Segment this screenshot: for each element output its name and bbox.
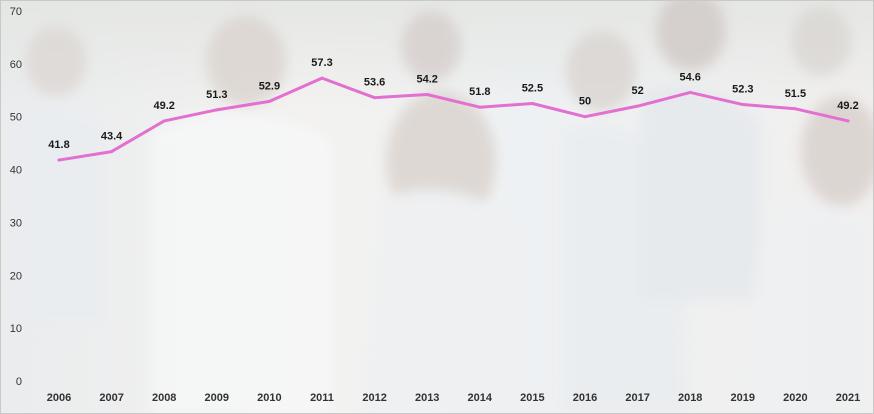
x-tick-label: 2019: [731, 392, 755, 404]
y-tick-label: 10: [10, 323, 22, 335]
data-label: 51.3: [206, 89, 227, 101]
x-tick-label: 2007: [99, 392, 123, 404]
data-point: [110, 150, 114, 154]
y-tick-label: 60: [10, 59, 22, 71]
x-tick-label: 2012: [362, 392, 386, 404]
series-layer: [57, 76, 850, 162]
x-tick-label: 2014: [468, 392, 493, 404]
data-point: [688, 90, 692, 94]
x-tick-label: 2017: [625, 392, 649, 404]
data-label: 53.6: [364, 77, 385, 89]
data-label: 54.6: [679, 71, 700, 83]
x-tick-label: 2009: [205, 392, 229, 404]
y-tick-label: 20: [10, 270, 22, 282]
x-tick-label: 2013: [415, 392, 439, 404]
data-point: [57, 158, 61, 162]
y-tick-label: 50: [10, 112, 22, 124]
data-point: [373, 96, 377, 100]
x-tick-label: 2010: [257, 392, 281, 404]
series-line: [57, 76, 850, 162]
data-point: [846, 119, 850, 123]
x-tick-label: 2015: [520, 392, 544, 404]
data-point: [478, 105, 482, 109]
data-label: 52.9: [259, 80, 280, 92]
x-tick-label: 2016: [573, 392, 597, 404]
x-tick-label: 2018: [678, 392, 702, 404]
y-axis: 0 10 20 30 40 50 60 70: [10, 6, 22, 388]
x-axis: 2006 2007 2008 2009 2010 2011 2012 2013 2014 2015…: [47, 392, 860, 404]
data-point: [267, 99, 271, 103]
data-label: 51.5: [785, 88, 806, 100]
data-label: 49.2: [153, 100, 174, 112]
data-point: [741, 103, 745, 107]
data-label-layer: 41.8 43.4 49.2 51.3 52.9 57.3 53.6 54.2 51.8 52.5…: [48, 57, 858, 151]
x-tick-label: 2020: [783, 392, 807, 404]
x-tick-label: 2021: [836, 392, 860, 404]
data-point: [636, 104, 640, 108]
data-point: [425, 93, 429, 97]
data-point: [530, 102, 534, 105]
x-tick-label: 2006: [47, 392, 71, 404]
data-point: [162, 119, 166, 123]
data-label: 54.2: [416, 74, 437, 86]
data-label: 43.4: [101, 131, 123, 143]
data-label: 50: [579, 96, 591, 108]
x-tick-label: 2008: [152, 392, 176, 404]
data-label: 52: [631, 85, 643, 97]
data-point: [320, 76, 324, 80]
data-point: [793, 107, 797, 111]
data-point: [583, 115, 587, 119]
data-label: 57.3: [311, 57, 332, 69]
y-tick-label: 40: [10, 165, 22, 177]
y-tick-label: 0: [16, 376, 22, 388]
data-label: 49.2: [837, 100, 858, 112]
data-label: 51.8: [469, 86, 490, 98]
data-point: [215, 108, 219, 112]
data-label: 52.3: [732, 84, 753, 96]
data-label: 41.8: [48, 139, 69, 151]
data-label: 52.5: [522, 83, 543, 95]
x-tick-label: 2011: [310, 392, 334, 404]
y-tick-label: 70: [10, 6, 22, 18]
y-tick-label: 30: [10, 217, 22, 229]
